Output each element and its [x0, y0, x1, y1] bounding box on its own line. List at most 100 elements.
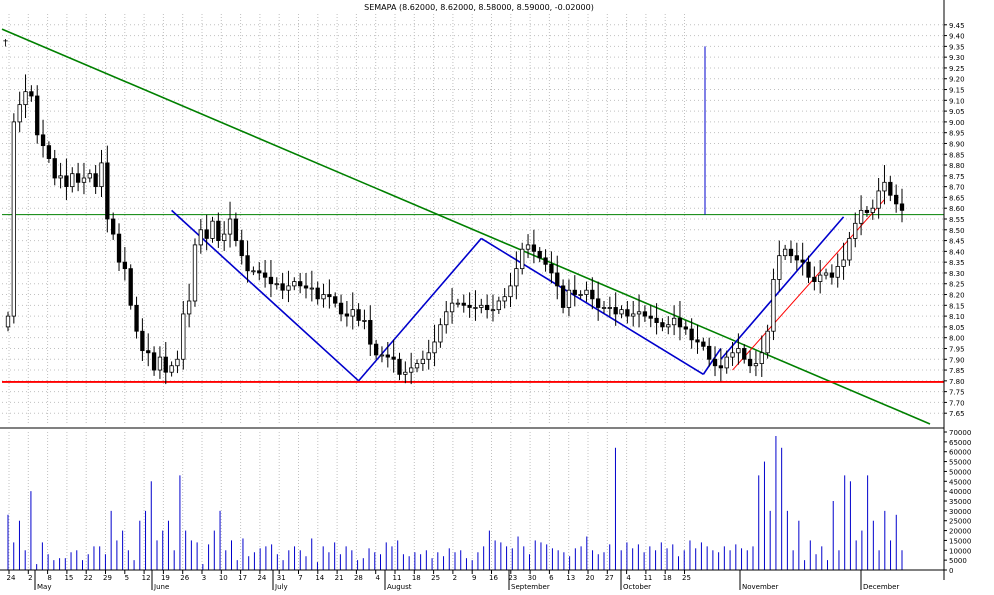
y-tick-label: 7.65 — [949, 410, 965, 418]
x-tick-label: 14 — [315, 574, 324, 582]
candle-body — [724, 356, 729, 369]
y-tick-label: 8.80 — [949, 162, 965, 170]
volume-tick-label: 10000 — [949, 547, 971, 555]
x-tick-label: 9 — [472, 574, 476, 582]
candle-body — [701, 341, 706, 347]
y-tick-label: 9.40 — [949, 33, 965, 41]
x-tick-label: 23 — [508, 574, 517, 582]
x-tick-label: 12 — [142, 574, 151, 582]
x-tick-label: 5 — [125, 574, 129, 582]
y-tick-label: 8.85 — [949, 151, 965, 159]
candle-body — [426, 352, 431, 360]
candle-body — [835, 266, 840, 278]
dagger-marker-icon: † — [3, 38, 8, 49]
candle-body — [362, 320, 367, 322]
candle-body — [64, 175, 69, 188]
candle-body — [344, 313, 350, 317]
candle-body — [876, 190, 881, 209]
x-tick-label: 18 — [412, 574, 421, 582]
candle-body — [222, 233, 227, 241]
y-tick-label: 8.25 — [949, 281, 965, 289]
candle-body — [753, 363, 759, 367]
candle-body — [40, 134, 46, 147]
volume-tick-label: 70000 — [949, 429, 971, 437]
candlesticks — [5, 74, 905, 385]
candle-body — [286, 285, 291, 291]
candle-body — [373, 343, 379, 356]
candle-body — [549, 263, 554, 274]
x-tick-label: 10 — [219, 574, 228, 582]
volume-bars — [7, 435, 903, 570]
candle-body — [391, 356, 396, 360]
x-tick-label: 2 — [28, 574, 32, 582]
candle-body — [718, 365, 724, 369]
y-tick-label: 7.70 — [949, 399, 965, 407]
candle-body — [111, 218, 116, 235]
month-label: June — [153, 583, 169, 591]
y-tick-label: 9.05 — [949, 108, 965, 116]
candle-body — [11, 121, 16, 317]
candle-body — [17, 104, 22, 123]
volume-tick-label: 25000 — [949, 518, 971, 526]
trend-lines — [1, 28, 944, 425]
candle-body — [800, 259, 805, 263]
candle-body — [894, 194, 899, 205]
candle-body — [531, 244, 537, 252]
candle-body — [227, 218, 233, 235]
candle-body — [432, 341, 437, 354]
candle-body — [333, 296, 338, 304]
candle-body — [601, 307, 607, 309]
candle-body — [502, 296, 507, 302]
month-label: September — [511, 583, 550, 591]
candle-body — [35, 95, 40, 136]
volume-tick-label: 35000 — [949, 498, 971, 506]
candle-body — [298, 281, 303, 287]
candle-body — [239, 240, 244, 257]
candle-body — [414, 363, 420, 369]
price-axis: 9.45 9.40 9.35 9.30 9.25 9.20 9.15 9.10 9.05 9.00… — [944, 22, 965, 418]
volume-tick-label: 40000 — [949, 488, 971, 496]
candle-body — [782, 248, 788, 257]
candle-body — [198, 229, 203, 246]
candle-body — [765, 330, 770, 354]
candle-body — [23, 91, 28, 106]
candle-body — [590, 289, 595, 300]
y-tick-label: 8.35 — [949, 259, 965, 267]
candle-body — [788, 248, 794, 257]
x-tick-label: 25 — [682, 574, 691, 582]
y-tick-label: 8.20 — [949, 292, 965, 300]
candle-body — [642, 311, 648, 317]
x-tick-label: 25 — [431, 574, 440, 582]
y-tick-label: 9.20 — [949, 76, 965, 84]
y-tick-label: 9.10 — [949, 97, 965, 105]
x-tick-label: 8 — [47, 574, 51, 582]
y-tick-label: 8.15 — [949, 302, 965, 310]
y-tick-label: 7.80 — [949, 378, 965, 386]
month-label: December — [863, 583, 899, 591]
candle-body — [671, 317, 677, 326]
zigzag-line — [702, 348, 722, 375]
candle-body — [537, 250, 542, 259]
candle-body — [666, 324, 671, 328]
candle-body — [566, 289, 572, 308]
candle-body — [747, 358, 753, 367]
candle-body — [736, 348, 741, 354]
x-tick-label: 19 — [161, 574, 170, 582]
volume-tick-label: 45000 — [949, 478, 971, 486]
candle-body — [555, 272, 560, 287]
candle-body — [169, 365, 174, 373]
x-tick-label: 17 — [238, 574, 247, 582]
x-tick-label: 3 — [202, 574, 206, 582]
candle-body — [479, 304, 484, 308]
candle-body — [403, 371, 408, 375]
volume-tick-label: 5000 — [949, 557, 967, 565]
x-tick-label: 18 — [663, 574, 672, 582]
volume-grid — [8, 432, 685, 570]
candle-body — [409, 367, 414, 373]
candle-body — [420, 358, 426, 364]
x-tick-label: 27 — [605, 574, 614, 582]
month-label: November — [742, 583, 779, 591]
candle-body — [368, 320, 373, 345]
candle-body — [613, 307, 618, 315]
candle-body — [870, 207, 875, 213]
